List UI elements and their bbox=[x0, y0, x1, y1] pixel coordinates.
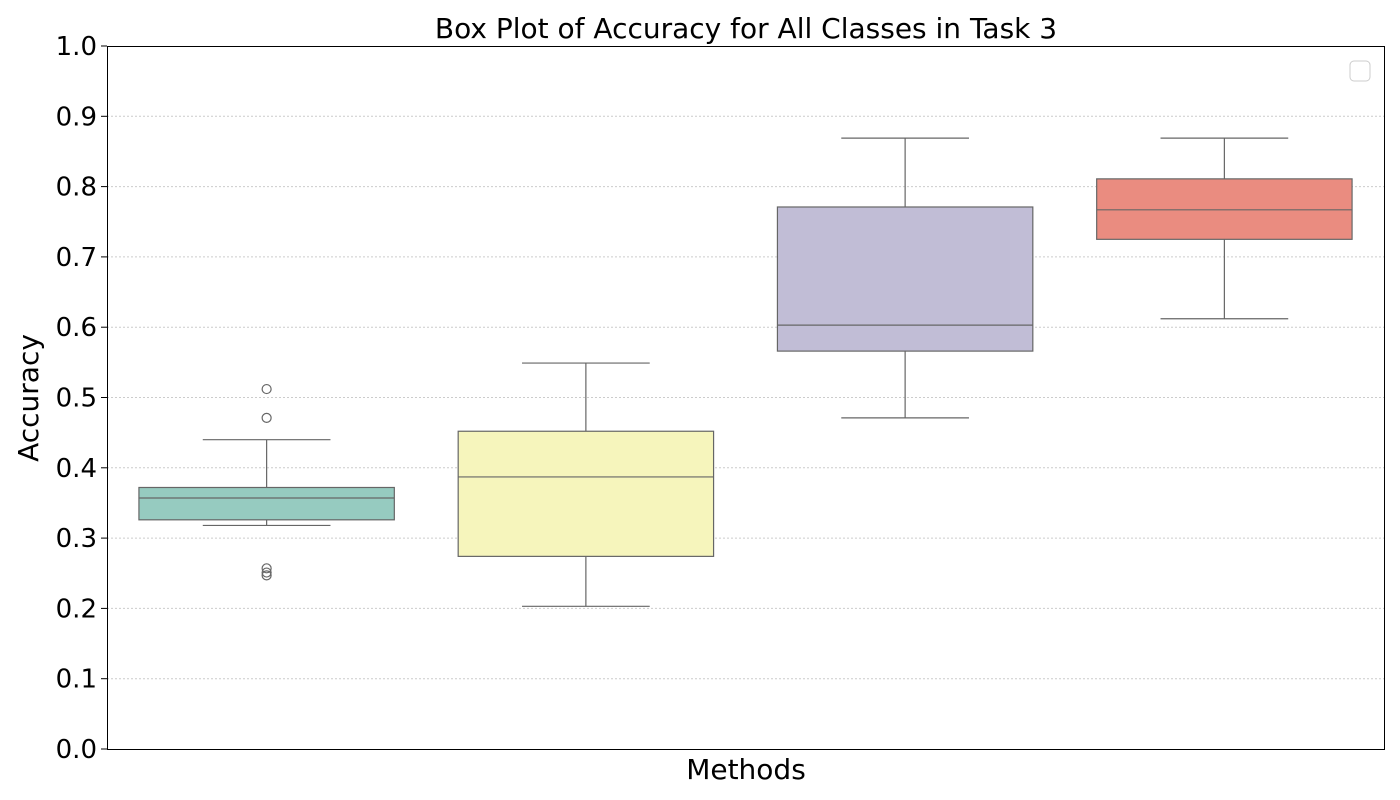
outlier-point-4 bbox=[261, 567, 272, 578]
box-group-2 bbox=[457, 362, 715, 607]
outlier-point-3 bbox=[261, 563, 272, 574]
boxes bbox=[138, 137, 1353, 607]
outlier-point-2 bbox=[261, 412, 272, 423]
y-tick-label-4: 0.4 bbox=[56, 454, 97, 484]
box-group-3 bbox=[776, 137, 1034, 419]
y-tick-label-3: 0.3 bbox=[56, 524, 97, 554]
box-group-4 bbox=[1096, 137, 1353, 320]
outlier-point-1 bbox=[261, 383, 272, 395]
y-axis-ticks: 0.0 0.1 0.2 0.3 0.4 0.5 0.6 0.7 0.8 0.9 1.0 bbox=[56, 32, 107, 765]
box-group-1 bbox=[138, 383, 395, 581]
x-axis-label: Methods bbox=[686, 753, 806, 786]
y-tick-label-6: 0.6 bbox=[56, 313, 97, 343]
legend-box bbox=[1349, 60, 1371, 82]
y-tick-label-7: 0.7 bbox=[56, 243, 97, 273]
y-tick-label-1: 0.1 bbox=[56, 665, 97, 695]
y-tick-label-9: 0.9 bbox=[56, 102, 97, 132]
iqr-box bbox=[1096, 178, 1353, 240]
iqr-box bbox=[776, 206, 1034, 352]
y-tick-label-0: 0.0 bbox=[56, 735, 97, 765]
y-tick-label-5: 0.5 bbox=[56, 384, 97, 414]
plot-frame bbox=[107, 46, 1385, 750]
iqr-box bbox=[138, 486, 395, 521]
chart-title: Box Plot of Accuracy for All Classes in … bbox=[435, 12, 1057, 45]
y-tick-label-2: 0.2 bbox=[56, 594, 97, 624]
y-tick-label-8: 0.8 bbox=[56, 173, 97, 203]
y-tick-label-10: 1.0 bbox=[56, 32, 97, 62]
y-axis-label: Accuracy bbox=[12, 334, 45, 462]
iqr-box bbox=[457, 430, 715, 557]
outlier-point-5 bbox=[261, 570, 272, 581]
